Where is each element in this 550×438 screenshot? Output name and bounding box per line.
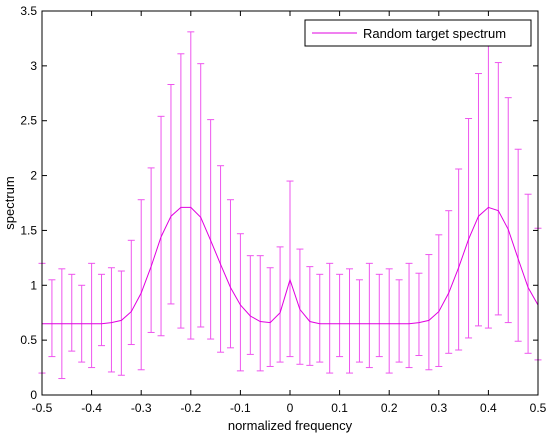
x-tick-label: 0.4: [480, 401, 497, 415]
x-axis-ticks: -0.5 -0.4 -0.3 -0.2 -0.1 0 0.1 0.2 0.3 0.4 0.5: [32, 11, 547, 415]
error-bar: [504, 97, 512, 324]
error-bar: [514, 148, 522, 342]
error-bar: [524, 193, 532, 354]
error-bar: [455, 168, 463, 351]
error-bar: [266, 267, 274, 367]
x-tick-label: 0.1: [331, 401, 348, 415]
error-bar: [326, 262, 334, 374]
error-bar: [296, 248, 304, 365]
x-tick-label: 0.5: [530, 401, 547, 415]
error-bar: [435, 234, 443, 367]
error-bar: [137, 199, 145, 371]
legend-entry: Random target spectrum: [363, 26, 506, 41]
error-bars: [38, 31, 542, 380]
legend: Random target spectrum: [304, 19, 532, 47]
error-bar: [494, 62, 502, 316]
x-tick-label: -0.2: [180, 401, 201, 415]
x-tick-label: 0: [287, 401, 294, 415]
y-tick-label: 2: [30, 169, 37, 183]
error-bar: [117, 270, 125, 376]
error-bar: [157, 115, 165, 337]
error-bar: [246, 255, 254, 355]
error-bar: [88, 262, 96, 369]
x-tick-label: -0.3: [131, 401, 152, 415]
error-bar: [385, 268, 393, 374]
error-bar: [226, 199, 234, 349]
error-bar: [415, 272, 423, 357]
error-bar: [127, 239, 135, 346]
x-tick-label: -0.4: [81, 401, 102, 415]
x-axis-label: normalized frequency: [228, 418, 353, 433]
error-bar: [355, 279, 363, 363]
error-bar: [98, 273, 106, 347]
x-tick-label: -0.1: [230, 401, 251, 415]
error-bar: [306, 266, 314, 366]
x-tick-label: 0.2: [381, 401, 398, 415]
error-bar: [197, 63, 205, 328]
error-bar: [107, 267, 115, 373]
error-bar: [167, 84, 175, 305]
error-bar: [217, 165, 225, 353]
y-tick-label: 2.5: [20, 114, 37, 128]
y-tick-label: 0: [30, 388, 37, 402]
error-bar: [68, 273, 76, 352]
y-axis-label: spectrum: [2, 176, 17, 229]
error-bar: [207, 119, 215, 340]
y-tick-label: 1: [30, 278, 37, 292]
y-tick-label: 3: [30, 59, 37, 73]
series-line: [42, 206, 539, 325]
error-bar: [474, 73, 482, 327]
error-bar: [425, 254, 433, 371]
error-bar: [395, 279, 403, 363]
error-bar: [375, 273, 383, 358]
error-bar: [346, 268, 354, 374]
x-tick-label: -0.5: [32, 401, 53, 415]
error-bar: [256, 255, 264, 372]
y-tick-label: 1.5: [20, 223, 37, 237]
error-bar: [48, 279, 56, 358]
error-bar: [445, 210, 453, 354]
y-tick-label: 3.5: [20, 4, 37, 18]
error-bar: [177, 53, 185, 329]
error-bar: [465, 118, 473, 339]
error-bar: [276, 246, 284, 363]
y-tick-label: 0.5: [20, 333, 37, 347]
error-bar: [365, 262, 373, 369]
x-tick-label: 0.3: [430, 401, 447, 415]
error-bar: [187, 31, 195, 340]
error-bar: [316, 273, 324, 363]
error-bar: [236, 233, 244, 372]
error-bar: [286, 180, 294, 358]
y-axis-ticks: 0 0.5 1 1.5 2 2.5 3 3.5: [20, 4, 538, 402]
error-bar: [336, 273, 344, 358]
error-bar: [405, 262, 413, 369]
error-bar: [147, 167, 155, 333]
